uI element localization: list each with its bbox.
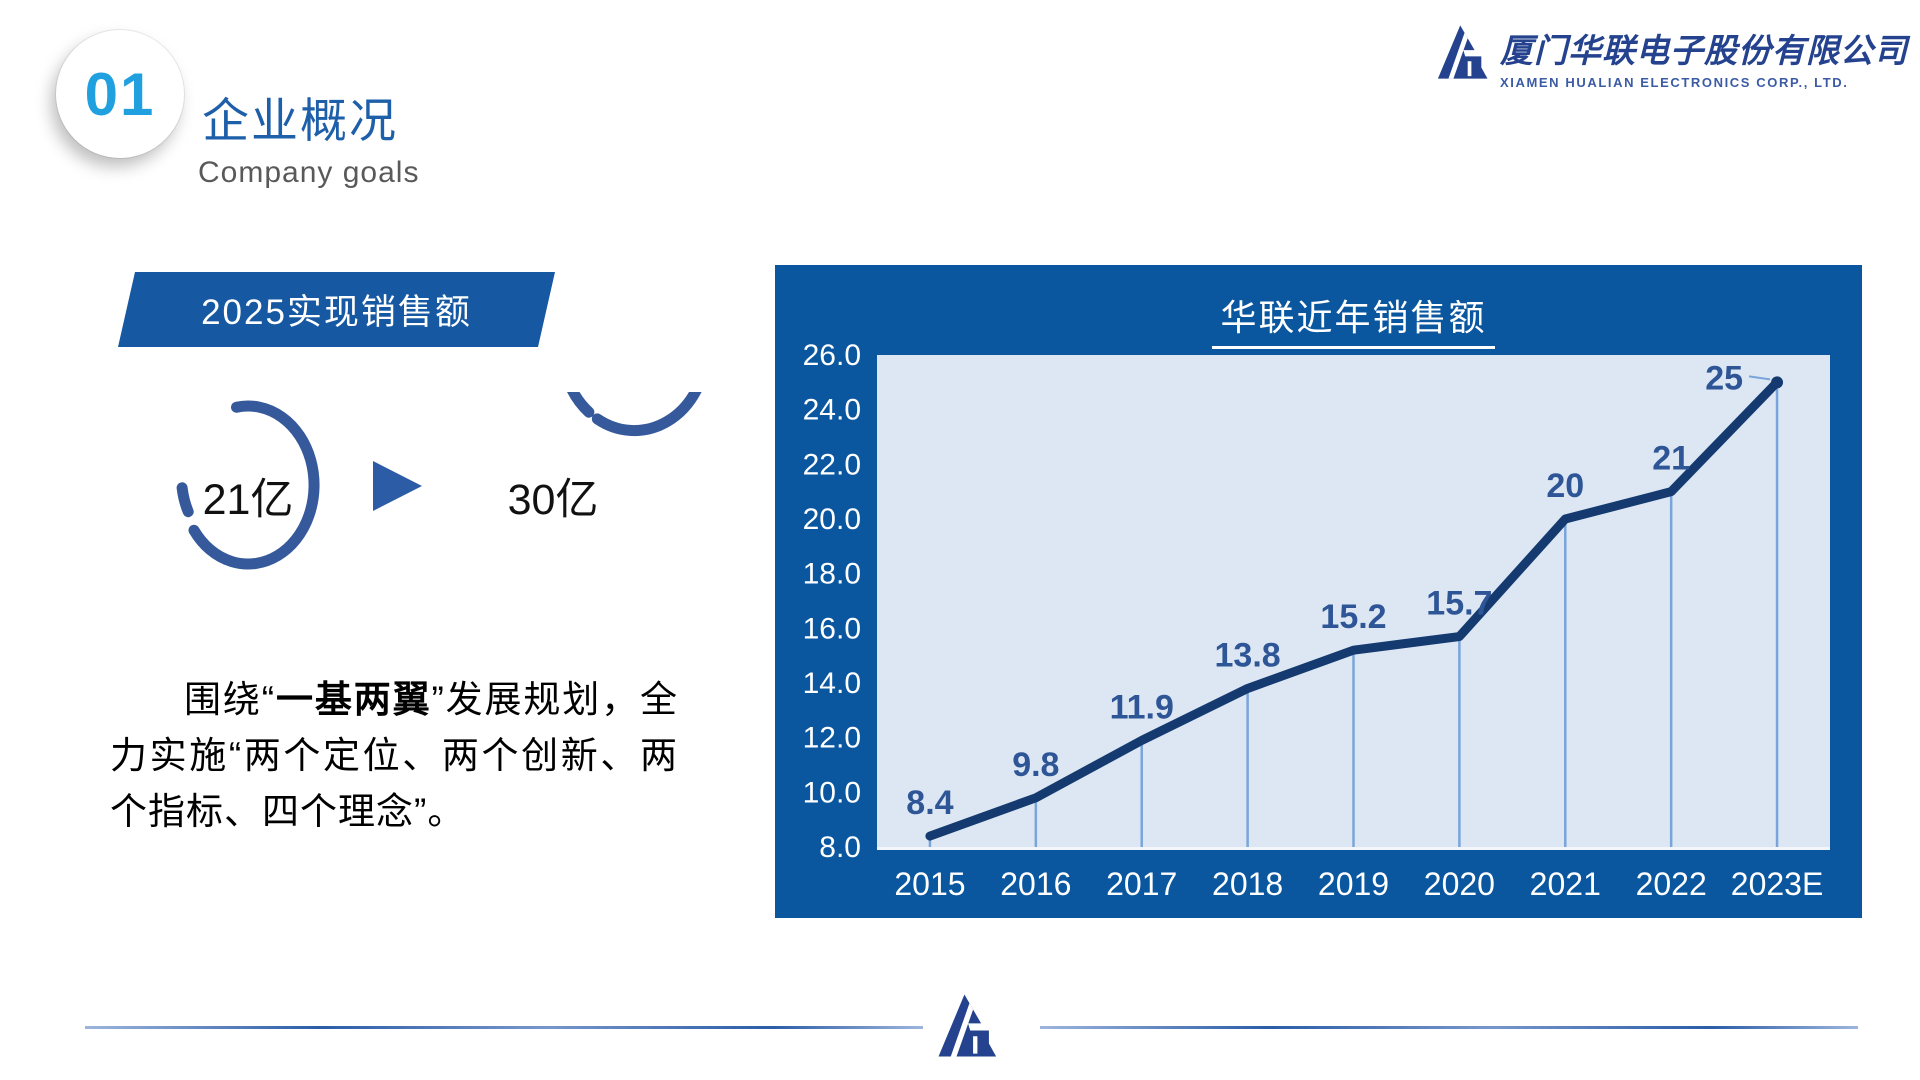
data-labels: 8.4 9.8 11.9 13.8 15.2 15.7 20 21 25 (906, 359, 1771, 822)
goal-circles-graphic (176, 392, 702, 570)
x-tick-label: 2019 (1318, 866, 1389, 902)
data-label: 15.7 (1426, 585, 1492, 623)
company-logo-text: 厦门华联电子股份有限公司 XIAMEN HUALIAN ELECTRONICS … (1500, 24, 1908, 90)
chart-title: 华联近年销售额 (877, 289, 1830, 349)
company-name-cn: 厦门华联电子股份有限公司 (1500, 34, 1908, 70)
current-value-arc (176, 400, 320, 570)
data-label: 8.4 (906, 784, 953, 822)
y-tick-label: 8.0 (819, 831, 861, 864)
x-tick-label: 2017 (1106, 866, 1177, 902)
y-tick-label: 18.0 (803, 558, 861, 591)
label-leader-line (1748, 375, 1771, 381)
y-tick-label: 24.0 (803, 394, 861, 427)
data-label: 25 (1705, 359, 1743, 397)
paragraph-before: 围绕“ (184, 679, 276, 720)
x-tick-labels: 2015 2016 2017 2018 2019 2020 2021 2022 2023E (894, 866, 1823, 902)
data-label: 15.2 (1320, 598, 1386, 636)
x-tick-label: 2021 (1530, 866, 1601, 902)
footer-divider-right (1040, 1026, 1858, 1029)
drop-lines (928, 382, 1779, 847)
y-tick-label: 14.0 (803, 667, 861, 700)
hl-logo-icon (1428, 24, 1490, 80)
data-label: 13.8 (1215, 636, 1281, 674)
goal-banner-label: 2025实现销售额 (201, 293, 472, 332)
data-label: 11.9 (1110, 688, 1174, 726)
paragraph-bold: 一基两翼 (275, 679, 432, 720)
y-tick-labels: 26.0 24.0 22.0 20.0 18.0 16.0 14.0 12.0 10.0 8.0 (803, 339, 861, 864)
y-tick-label: 16.0 (803, 612, 861, 645)
section-number-badge: 01 (56, 30, 184, 158)
hl-footer-logo-icon (927, 993, 999, 1058)
company-logo: 厦门华联电子股份有限公司 XIAMEN HUALIAN ELECTRONICS … (1428, 24, 1908, 90)
sales-line (925, 377, 1782, 841)
x-tick-label: 2023E (1731, 866, 1824, 902)
x-tick-label: 2020 (1424, 866, 1495, 902)
strategy-paragraph: 围绕“一基两翼”发展规划，全力实施“两个定位、两个创新、两个指标、四个理念”。 (110, 672, 678, 840)
y-tick-label: 20.0 (803, 503, 861, 536)
sales-chart-panel: 华联近年销售额 8.4 9.8 11.9 13.8 15.2 15.7 20 21 25 26.… (775, 265, 1862, 918)
company-name-en: XIAMEN HUALIAN ELECTRONICS CORP., LTD. (1500, 75, 1849, 90)
data-label: 21 (1652, 440, 1690, 478)
y-tick-label: 22.0 (803, 448, 861, 481)
x-tick-label: 2016 (1000, 866, 1071, 902)
footer-divider-left (85, 1026, 923, 1029)
y-tick-label: 12.0 (803, 722, 861, 755)
page-subtitle: Company goals (198, 156, 420, 189)
data-label: 20 (1546, 467, 1584, 505)
y-tick-label: 10.0 (803, 776, 861, 809)
goal-banner: 2025实现销售额 (118, 272, 555, 347)
paragraph-after: ”发展规划，全力实施“两个定位、两个创新、两个指标、四个理念”。 (110, 679, 679, 832)
x-tick-label: 2022 (1636, 866, 1707, 902)
data-label: 9.8 (1012, 746, 1059, 784)
x-tick-label: 2018 (1212, 866, 1283, 902)
target-value-arc (567, 392, 702, 437)
end-point-dot (1771, 376, 1784, 389)
current-value: 21亿 (202, 476, 294, 524)
y-tick-label: 26.0 (803, 339, 861, 372)
target-value: 30亿 (507, 476, 599, 524)
section-number: 01 (84, 60, 156, 128)
sales-series (925, 376, 1784, 841)
x-tick-label: 2015 (894, 866, 965, 902)
page-title: 企业概况 (202, 94, 398, 147)
right-arrow-icon (373, 461, 422, 511)
